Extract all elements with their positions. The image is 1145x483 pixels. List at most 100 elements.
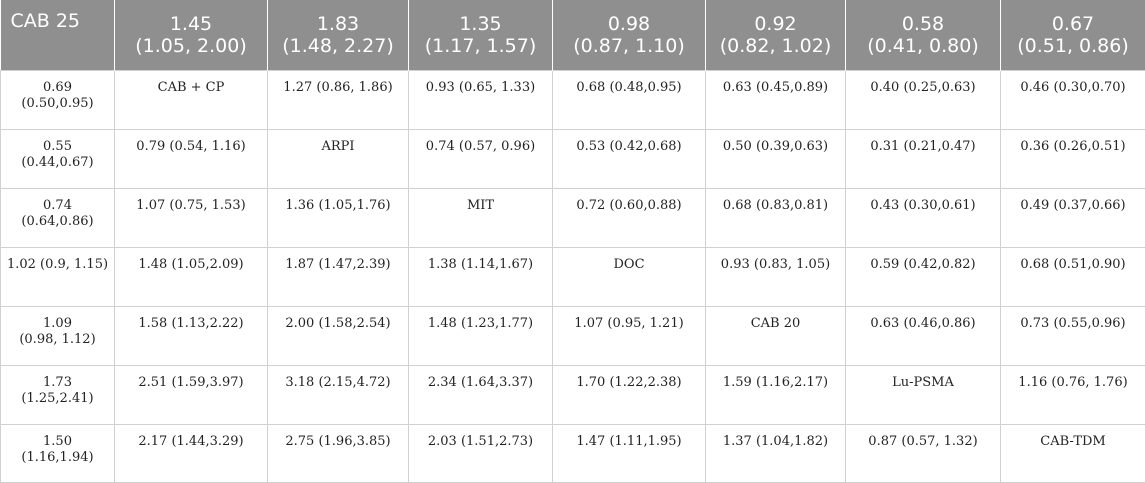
row-header-cell: 1.09(0.98, 1.12) bbox=[1, 306, 115, 365]
table-cell: DOC bbox=[553, 247, 706, 306]
table-cell: 2.03 (1.51,2.73) bbox=[409, 424, 553, 482]
row-header-value: 1.02 (0.9, 1.15) bbox=[3, 257, 112, 273]
table-row: 1.50(1.16,1.94) 2.17 (1.44,3.29) 2.75 (1… bbox=[1, 424, 1145, 482]
table-cell: 2.17 (1.44,3.29) bbox=[115, 424, 268, 482]
table-cell: 1.38 (1.14,1.67) bbox=[409, 247, 553, 306]
header-row: CAB 25 1.45(1.05, 2.00) 1.83(1.48, 2.27)… bbox=[1, 0, 1145, 70]
table-cell: 1.07 (0.75, 1.53) bbox=[115, 188, 268, 247]
table-cell: CAB + CP bbox=[115, 70, 268, 129]
table-cell: 1.58 (1.13,2.22) bbox=[115, 306, 268, 365]
table-cell: CAB-TDM bbox=[1001, 424, 1145, 482]
row-header-cell: 0.74(0.64,0.86) bbox=[1, 188, 115, 247]
table-cell: 0.43 (0.30,0.61) bbox=[846, 188, 1001, 247]
table-cell: 2.51 (1.59,3.97) bbox=[115, 365, 268, 424]
table-cell: 2.00 (1.58,2.54) bbox=[268, 306, 409, 365]
column-header: 1.35(1.17, 1.57) bbox=[409, 0, 553, 70]
row-header-ci: (1.25,2.41) bbox=[3, 391, 112, 407]
table-cell: 1.07 (0.95, 1.21) bbox=[553, 306, 706, 365]
table-cell: 0.53 (0.42,0.68) bbox=[553, 129, 706, 188]
table-cell: MIT bbox=[409, 188, 553, 247]
column-header-value: 0.98 bbox=[557, 13, 701, 35]
row-header-value: 1.50 bbox=[3, 434, 112, 450]
corner-cell: CAB 25 bbox=[1, 0, 115, 70]
table-cell: 0.68 (0.51,0.90) bbox=[1001, 247, 1145, 306]
row-header-ci: (0.64,0.86) bbox=[3, 214, 112, 230]
column-header: 0.67(0.51, 0.86) bbox=[1001, 0, 1145, 70]
column-header: 0.98(0.87, 1.10) bbox=[553, 0, 706, 70]
table-cell: 0.50 (0.39,0.63) bbox=[706, 129, 846, 188]
table-row: 0.74(0.64,0.86) 1.07 (0.75, 1.53) 1.36 (… bbox=[1, 188, 1145, 247]
table-cell: 0.68 (0.83,0.81) bbox=[706, 188, 846, 247]
table-cell: Lu-PSMA bbox=[846, 365, 1001, 424]
column-header-value: 1.83 bbox=[272, 13, 404, 35]
table-row: 1.73(1.25,2.41) 2.51 (1.59,3.97) 3.18 (2… bbox=[1, 365, 1145, 424]
row-header-value: 0.69 bbox=[3, 80, 112, 96]
table-cell: 0.63 (0.45,0.89) bbox=[706, 70, 846, 129]
column-header-ci: (0.87, 1.10) bbox=[557, 35, 701, 57]
column-header-ci: (1.48, 2.27) bbox=[272, 35, 404, 57]
table-cell: 0.40 (0.25,0.63) bbox=[846, 70, 1001, 129]
column-header: 1.83(1.48, 2.27) bbox=[268, 0, 409, 70]
table-cell: 0.93 (0.83, 1.05) bbox=[706, 247, 846, 306]
table-cell: 0.73 (0.55,0.96) bbox=[1001, 306, 1145, 365]
row-header-ci: (0.44,0.67) bbox=[3, 155, 112, 171]
column-header-ci: (1.17, 1.57) bbox=[413, 35, 548, 57]
table-cell: 0.31 (0.21,0.47) bbox=[846, 129, 1001, 188]
table-cell: 0.79 (0.54, 1.16) bbox=[115, 129, 268, 188]
table-row: 0.55(0.44,0.67) 0.79 (0.54, 1.16) ARPI 0… bbox=[1, 129, 1145, 188]
row-header-value: 1.09 bbox=[3, 316, 112, 332]
table-cell: 1.36 (1.05,1.76) bbox=[268, 188, 409, 247]
table-cell: 0.36 (0.26,0.51) bbox=[1001, 129, 1145, 188]
table-cell: 0.59 (0.42,0.82) bbox=[846, 247, 1001, 306]
table-cell: 3.18 (2.15,4.72) bbox=[268, 365, 409, 424]
table-cell: 0.93 (0.65, 1.33) bbox=[409, 70, 553, 129]
column-header-value: 1.35 bbox=[413, 13, 548, 35]
column-header-ci: (0.82, 1.02) bbox=[710, 35, 841, 57]
table-cell: 1.87 (1.47,2.39) bbox=[268, 247, 409, 306]
table-cell: ARPI bbox=[268, 129, 409, 188]
row-header-value: 0.74 bbox=[3, 198, 112, 214]
table-cell: 1.16 (0.76, 1.76) bbox=[1001, 365, 1145, 424]
table-cell: 0.63 (0.46,0.86) bbox=[846, 306, 1001, 365]
row-header-cell: 1.50(1.16,1.94) bbox=[1, 424, 115, 482]
table-cell: CAB 20 bbox=[706, 306, 846, 365]
table-cell: 1.48 (1.23,1.77) bbox=[409, 306, 553, 365]
table-cell: 1.59 (1.16,2.17) bbox=[706, 365, 846, 424]
table-cell: 0.49 (0.37,0.66) bbox=[1001, 188, 1145, 247]
table-cell: 1.27 (0.86, 1.86) bbox=[268, 70, 409, 129]
column-header-value: 0.67 bbox=[1005, 13, 1141, 35]
column-header-value: 0.92 bbox=[710, 13, 841, 35]
row-header-cell: 1.73(1.25,2.41) bbox=[1, 365, 115, 424]
column-header: 1.45(1.05, 2.00) bbox=[115, 0, 268, 70]
row-header-ci: (0.50,0.95) bbox=[3, 96, 112, 112]
table-row: 1.02 (0.9, 1.15) 1.48 (1.05,2.09) 1.87 (… bbox=[1, 247, 1145, 306]
table-cell: 1.48 (1.05,2.09) bbox=[115, 247, 268, 306]
column-header-ci: (1.05, 2.00) bbox=[119, 35, 263, 57]
table-cell: 1.37 (1.04,1.82) bbox=[706, 424, 846, 482]
column-header: 0.58(0.41, 0.80) bbox=[846, 0, 1001, 70]
row-header-ci: (1.16,1.94) bbox=[3, 450, 112, 466]
row-header-value: 0.55 bbox=[3, 139, 112, 155]
column-header-value: 1.45 bbox=[119, 13, 263, 35]
table-cell: 0.87 (0.57, 1.32) bbox=[846, 424, 1001, 482]
row-header-cell: 0.69(0.50,0.95) bbox=[1, 70, 115, 129]
table-cell: 0.74 (0.57, 0.96) bbox=[409, 129, 553, 188]
table-cell: 2.34 (1.64,3.37) bbox=[409, 365, 553, 424]
row-header-value: 1.73 bbox=[3, 375, 112, 391]
table-cell: 1.70 (1.22,2.38) bbox=[553, 365, 706, 424]
column-header: 0.92(0.82, 1.02) bbox=[706, 0, 846, 70]
row-header-cell: 0.55(0.44,0.67) bbox=[1, 129, 115, 188]
table-row: 0.69(0.50,0.95) CAB + CP 1.27 (0.86, 1.8… bbox=[1, 70, 1145, 129]
table-row: 1.09(0.98, 1.12) 1.58 (1.13,2.22) 2.00 (… bbox=[1, 306, 1145, 365]
column-header-ci: (0.51, 0.86) bbox=[1005, 35, 1141, 57]
row-header-cell: 1.02 (0.9, 1.15) bbox=[1, 247, 115, 306]
table-cell: 0.46 (0.30,0.70) bbox=[1001, 70, 1145, 129]
table-cell: 2.75 (1.96,3.85) bbox=[268, 424, 409, 482]
column-header-ci: (0.41, 0.80) bbox=[850, 35, 996, 57]
table-cell: 0.68 (0.48,0.95) bbox=[553, 70, 706, 129]
table-cell: 0.72 (0.60,0.88) bbox=[553, 188, 706, 247]
column-header-value: 0.58 bbox=[850, 13, 996, 35]
table-cell: 1.47 (1.11,1.95) bbox=[553, 424, 706, 482]
row-header-ci: (0.98, 1.12) bbox=[3, 332, 112, 348]
